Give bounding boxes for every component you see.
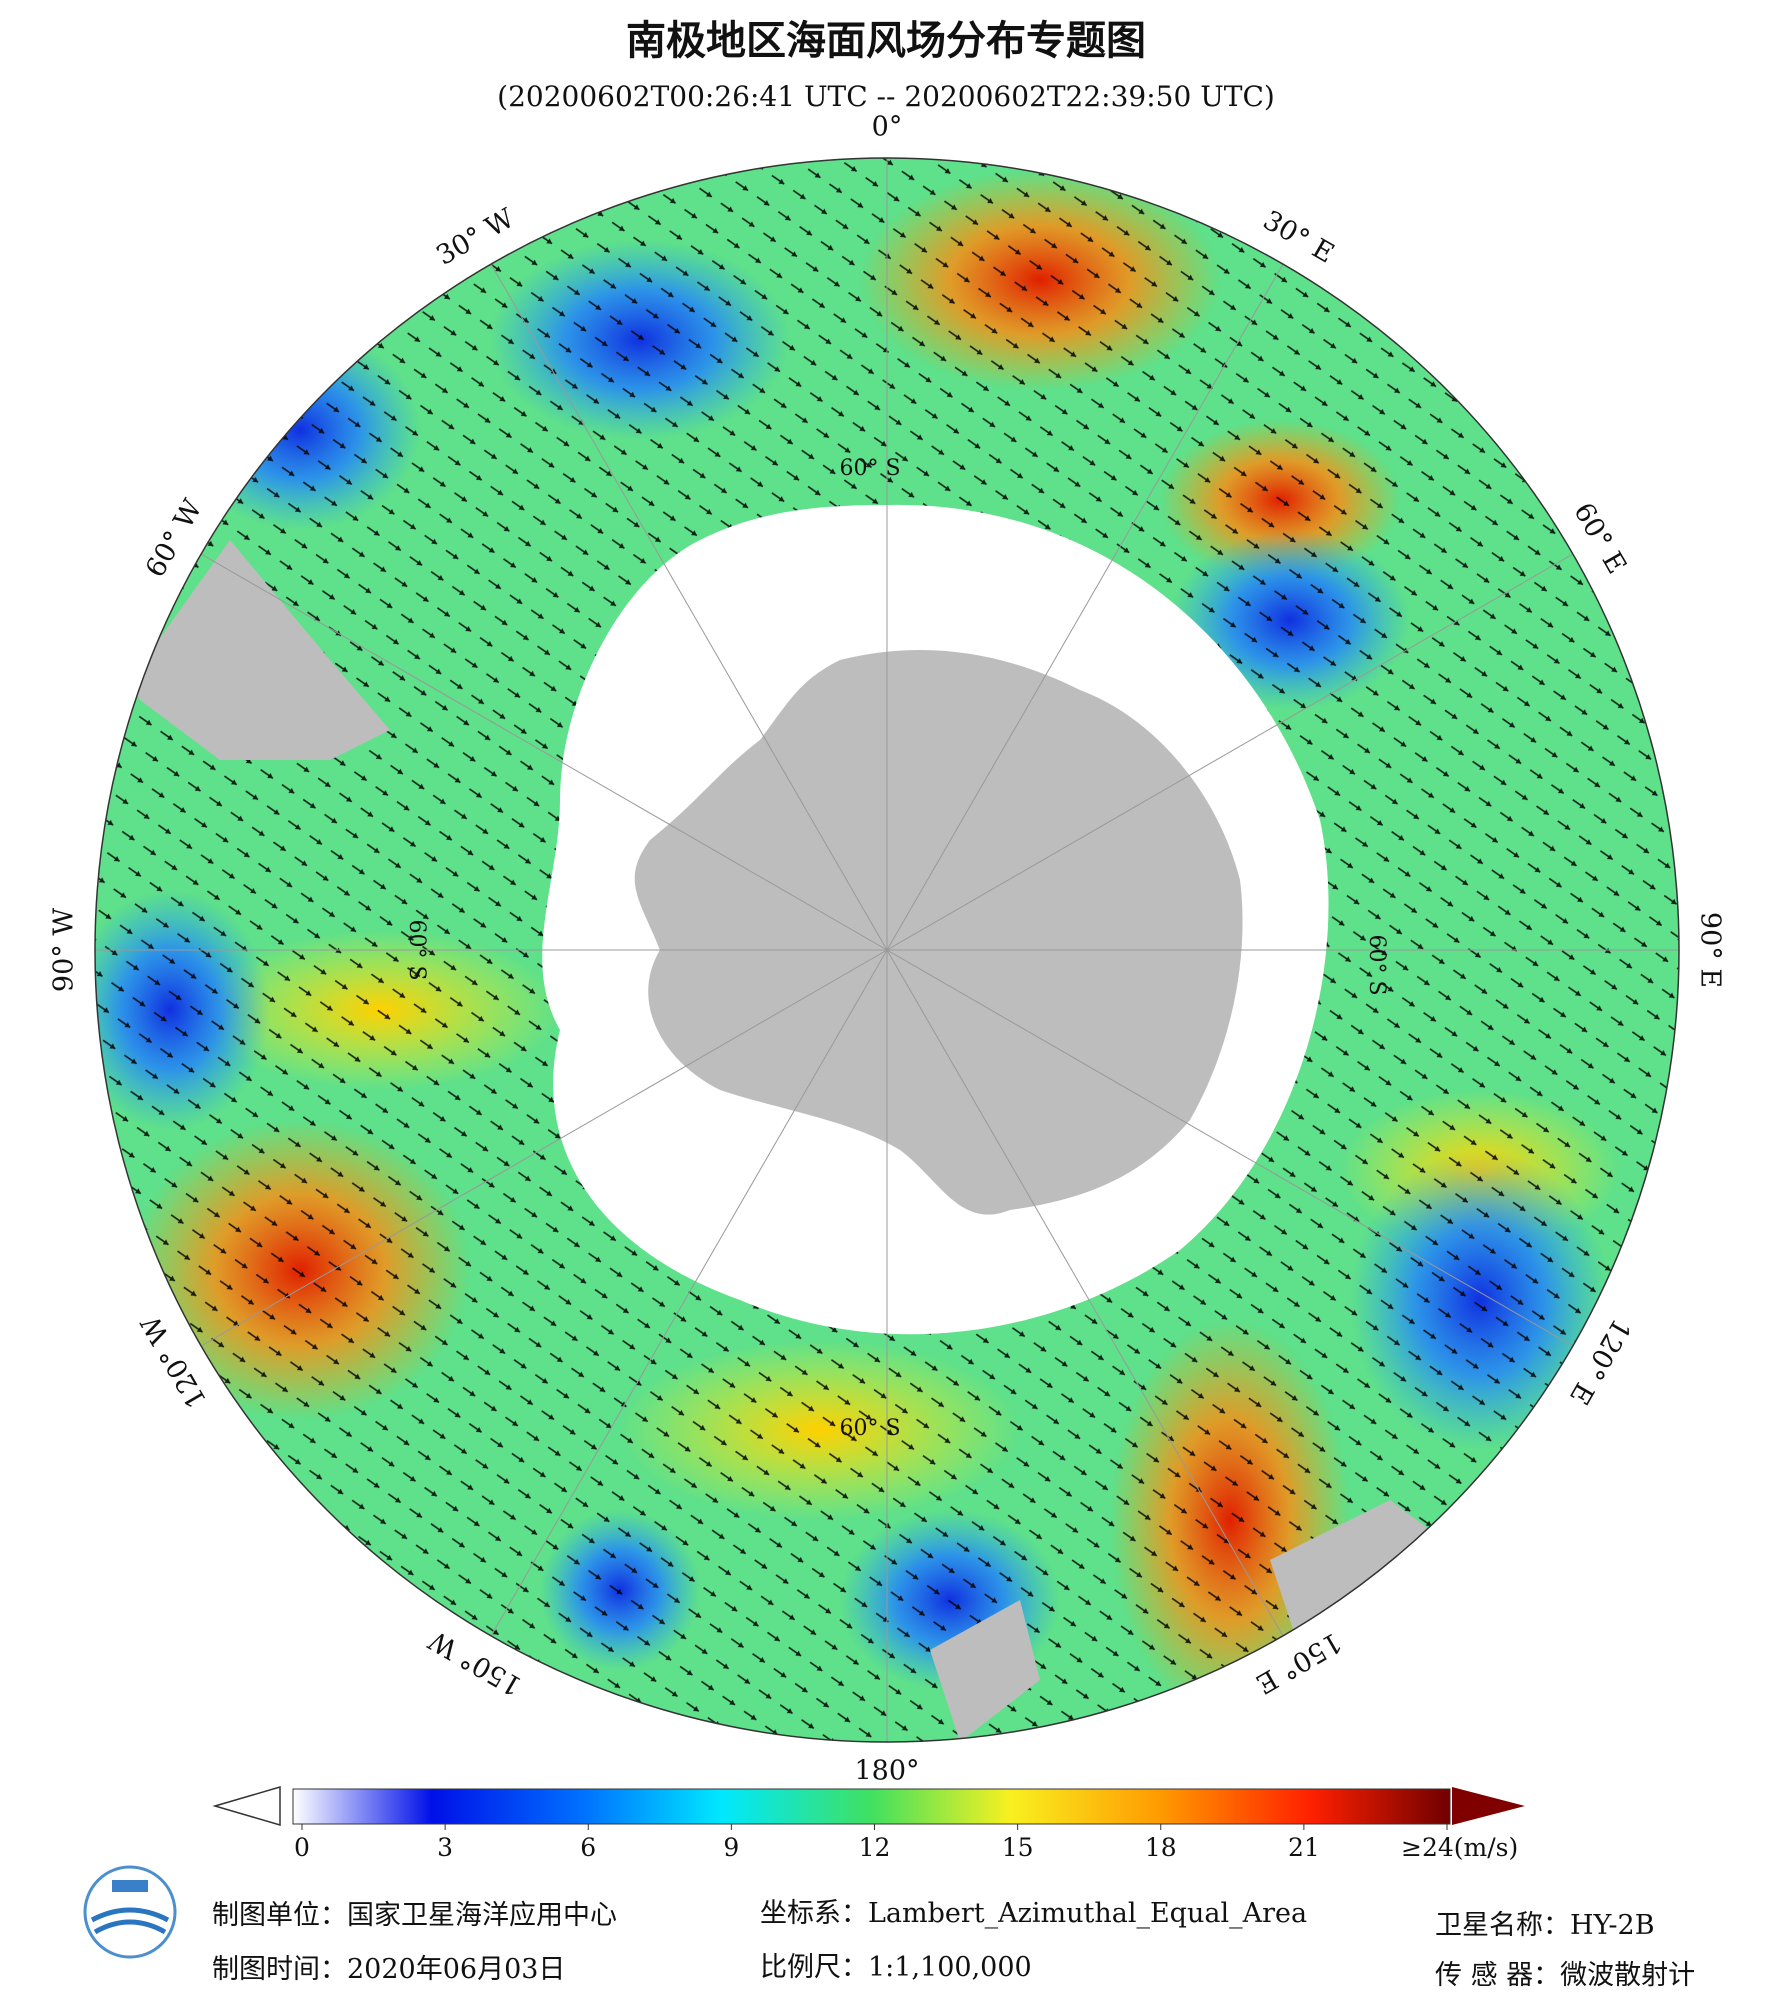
meridian — [490, 949, 888, 1637]
meridian — [886, 263, 1284, 951]
subtitle: (20200602T00:26:41 UTC -- 20200602T22:39… — [497, 80, 1275, 113]
colorbar-tick-label: 21 — [1288, 1833, 1320, 1862]
organization: 制图单位：国家卫星海洋应用中心 — [212, 1900, 617, 1931]
longitude-label: 0° — [872, 112, 903, 143]
latitude-label: 60° S — [839, 456, 900, 481]
meridian — [200, 553, 888, 951]
antarctica — [634, 650, 1243, 1215]
logo — [83, 1865, 177, 1959]
colorbar-tick-label: 18 — [1145, 1833, 1177, 1862]
latitude-label: 60° S — [839, 1416, 900, 1441]
longitude-label: 90° W — [49, 908, 80, 992]
projection: 坐标系：Lambert_Azimuthal_Equal_Area — [760, 1898, 1307, 1929]
graticule — [95, 158, 1679, 1742]
colorbar-tick-label: 12 — [859, 1833, 891, 1862]
scale: 比例尺：1:1,100,000 — [760, 1952, 1032, 1983]
map-border — [94, 157, 1680, 1743]
colorbar — [292, 1788, 1451, 1825]
title: 南极地区海面风场分布专题图 — [626, 17, 1146, 64]
colorbar-tick-label: 3 — [437, 1833, 453, 1862]
colorbar-tick-label: 15 — [1002, 1833, 1034, 1862]
sensor: 传 感 器：微波散射计 — [1435, 1960, 1695, 1991]
meridian — [490, 263, 888, 951]
longitude-label: 90° E — [1695, 912, 1726, 988]
colorbar-tick-label: 9 — [723, 1833, 739, 1862]
latitude-label: 60° S — [1364, 934, 1389, 995]
meridian — [886, 949, 1574, 1347]
colorbar-tick-label: 0 — [294, 1833, 310, 1862]
colorbar-min-arrow — [212, 1785, 281, 1827]
colorbar-tick-label: ≥24(m/s) — [1401, 1833, 1518, 1862]
map-date: 制图时间：2020年06月03日 — [212, 1954, 565, 1985]
longitude-label: 180° — [854, 1756, 919, 1787]
colorbar-tick-label: 6 — [580, 1833, 596, 1862]
satellite: 卫星名称：HY-2B — [1435, 1910, 1655, 1941]
meridian — [886, 553, 1574, 951]
meridian — [200, 949, 888, 1347]
latitude-label: 60° S — [404, 919, 429, 980]
meridian — [886, 949, 1284, 1637]
colorbar-max-arrow — [1452, 1787, 1525, 1825]
